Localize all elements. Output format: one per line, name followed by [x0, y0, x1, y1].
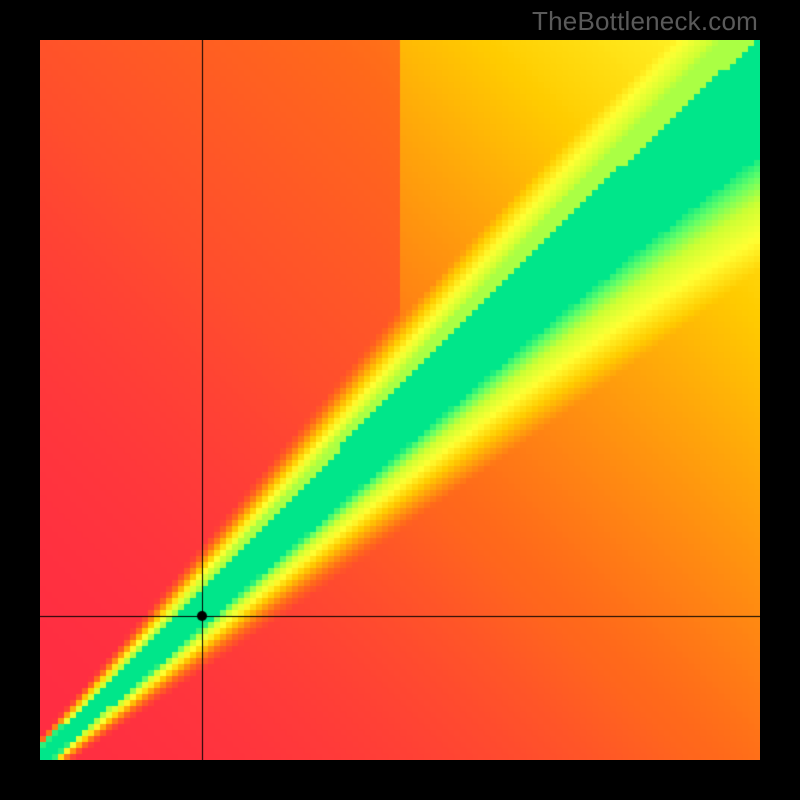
heatmap-canvas: [40, 40, 760, 760]
chart-frame: TheBottleneck.com: [0, 0, 800, 800]
heatmap-plot: [40, 40, 760, 760]
attribution-text: TheBottleneck.com: [532, 6, 758, 37]
